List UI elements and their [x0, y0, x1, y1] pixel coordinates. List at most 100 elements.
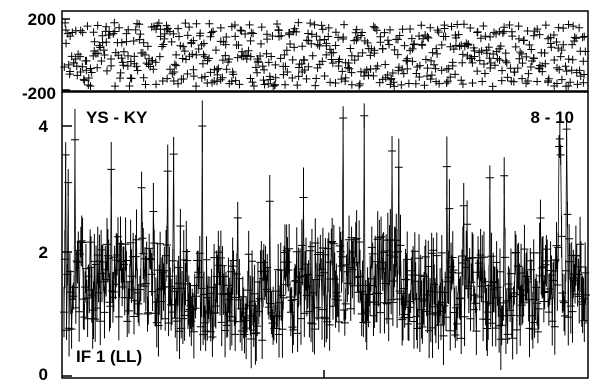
phase-point [484, 43, 493, 52]
phase-point [458, 80, 467, 89]
amplitude-point [65, 253, 74, 290]
phase-point [341, 77, 350, 86]
phase-point [235, 80, 244, 89]
phase-point [230, 21, 239, 30]
phase-point [275, 32, 284, 41]
phase-point [501, 57, 510, 66]
amplitude-point [339, 299, 348, 321]
phase-point [505, 20, 514, 29]
amplitude-panel-frame [61, 91, 589, 379]
phase-point [324, 32, 333, 41]
phase-point [117, 38, 126, 47]
phase-point [84, 80, 93, 89]
phase-point [317, 21, 326, 30]
phase-point [185, 23, 194, 32]
phase-point [87, 68, 96, 77]
phase-point [347, 68, 356, 77]
phase-point [576, 72, 585, 81]
phase-point [206, 32, 215, 41]
phase-point [181, 55, 190, 64]
phase-point [331, 78, 340, 87]
phase-point [71, 55, 80, 64]
phase-point [378, 44, 387, 53]
phase-point [329, 48, 338, 57]
phase-point [579, 78, 588, 87]
phase-point [151, 58, 160, 67]
phase-point [352, 25, 361, 34]
phase-point [475, 56, 484, 65]
phase-point [340, 20, 349, 29]
phase-point [236, 26, 245, 35]
amplitude-point [228, 237, 237, 295]
phase-point [442, 79, 451, 88]
amplitude-point [419, 278, 428, 324]
phase-point [152, 80, 161, 89]
phase-point [84, 73, 93, 82]
phase-point [123, 62, 132, 71]
phase-point [415, 72, 424, 81]
amplitude-point [448, 231, 457, 285]
phase-point [164, 24, 173, 33]
phase-point [300, 56, 309, 65]
phase-point [421, 55, 430, 64]
phase-point [423, 64, 432, 73]
amplitude-trace-segment [167, 171, 169, 324]
phase-point [463, 41, 472, 50]
phase-point [417, 40, 426, 49]
phase-point [218, 56, 227, 65]
phase-point [271, 73, 280, 82]
phase-point [247, 28, 256, 37]
phase-point [431, 64, 440, 73]
phase-point [198, 59, 207, 68]
phase-point [529, 54, 538, 63]
phase-point [441, 32, 450, 41]
phase-point [569, 22, 578, 31]
amplitude-point [86, 236, 95, 299]
phase-point [138, 48, 147, 57]
phase-point [93, 49, 102, 58]
amplitude-trace-segment [237, 217, 239, 300]
phase-point [245, 20, 254, 29]
phase-point [242, 54, 251, 63]
phase-point [328, 59, 337, 68]
polarization-label: IF 1 (LL) [76, 347, 142, 366]
phase-point [554, 44, 563, 53]
amplitude-y-axis: 4 2 0 [39, 117, 72, 382]
phase-point [575, 66, 584, 75]
phase-point [213, 70, 222, 79]
amplitude-point [522, 250, 531, 303]
phase-point [139, 38, 148, 47]
phase-point [93, 21, 102, 30]
phase-point [133, 19, 142, 28]
phase-point [189, 72, 198, 81]
amplitude-trace-segment [65, 154, 67, 331]
phase-point [424, 34, 433, 43]
phase-point [557, 46, 566, 55]
phase-point [122, 29, 131, 38]
phase-point [76, 68, 85, 77]
phase-point [395, 31, 404, 40]
phase-point [169, 77, 178, 86]
phase-point [568, 55, 577, 64]
phase-point [403, 64, 412, 73]
phase-point [514, 34, 523, 43]
phase-point [506, 64, 515, 73]
phase-point [211, 46, 220, 55]
phase-point [307, 39, 316, 48]
phase-point [419, 34, 428, 43]
phase-point [544, 74, 553, 83]
phase-point [189, 36, 198, 45]
phase-point [435, 79, 444, 88]
phase-point [76, 52, 85, 61]
amplitude-trace-segment [566, 129, 568, 215]
phase-point [350, 56, 359, 65]
phase-point [326, 45, 335, 54]
phase-point [398, 25, 407, 34]
phase-point [397, 80, 406, 89]
phase-point [417, 21, 426, 30]
phase-point [525, 40, 534, 49]
amplitude-point [138, 221, 147, 255]
phase-point [246, 36, 255, 45]
phase-point [555, 65, 564, 74]
phase-point [174, 24, 183, 33]
